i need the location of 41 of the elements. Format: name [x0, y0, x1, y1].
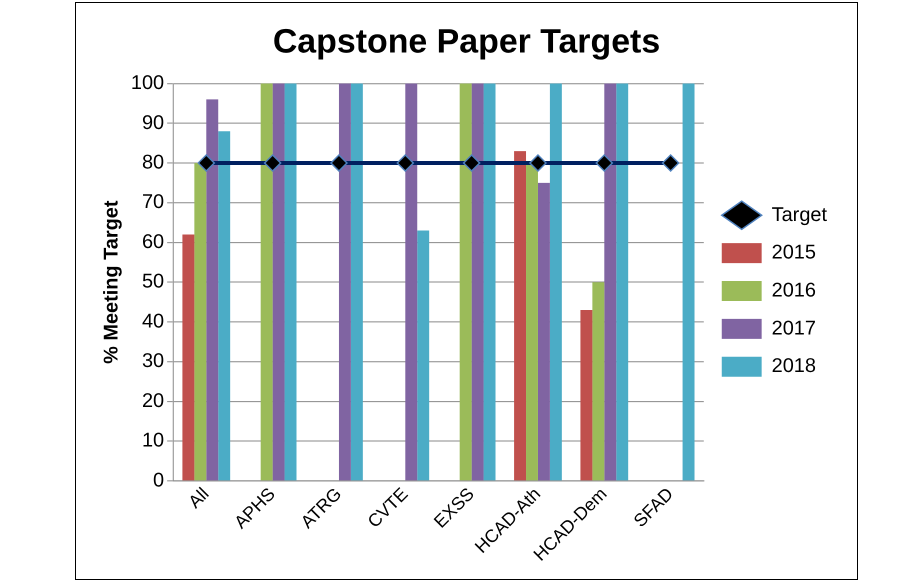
y-tick-label: 80: [142, 152, 164, 174]
bar: [284, 84, 297, 480]
bar: [682, 84, 695, 480]
bar: [592, 282, 604, 480]
y-tick-label: 90: [142, 112, 164, 134]
bar: [272, 84, 285, 480]
y-tick-label: 0: [153, 469, 164, 492]
x-tick-label: All: [184, 484, 213, 512]
bar: [338, 84, 351, 480]
bar: [460, 84, 472, 480]
bar: [616, 84, 628, 480]
bar: [484, 84, 496, 480]
bar: [538, 182, 550, 480]
legend-label: Target: [772, 204, 828, 226]
y-axis-title: % Meeting Target: [100, 200, 122, 364]
bar: [417, 230, 430, 480]
y-tick-label: 20: [142, 390, 164, 412]
y-tick-label: 50: [142, 270, 164, 293]
y-tick-label: 40: [142, 310, 164, 332]
bar: [260, 84, 273, 480]
legend-label: 2018: [772, 355, 816, 378]
bar: [580, 310, 592, 480]
legend-label: 2016: [772, 280, 816, 302]
y-tick-label: 60: [142, 230, 164, 253]
legend-label: 2015: [772, 242, 816, 264]
bar: [550, 84, 562, 480]
bar: [182, 234, 194, 480]
y-tick-label: 30: [142, 350, 164, 372]
bar: [604, 84, 616, 480]
bar: [405, 84, 418, 480]
bar: [472, 84, 484, 480]
legend-label: 2017: [772, 317, 816, 340]
y-tick-label: 70: [142, 191, 164, 214]
bar: [206, 99, 218, 480]
bar: [514, 151, 526, 480]
y-tick-label: 10: [142, 430, 164, 452]
bar: [218, 131, 230, 480]
y-tick-label: 100: [130, 72, 164, 94]
bar: [194, 162, 206, 480]
chart-title: Capstone Paper Targets: [272, 22, 660, 61]
bar: [350, 84, 363, 480]
